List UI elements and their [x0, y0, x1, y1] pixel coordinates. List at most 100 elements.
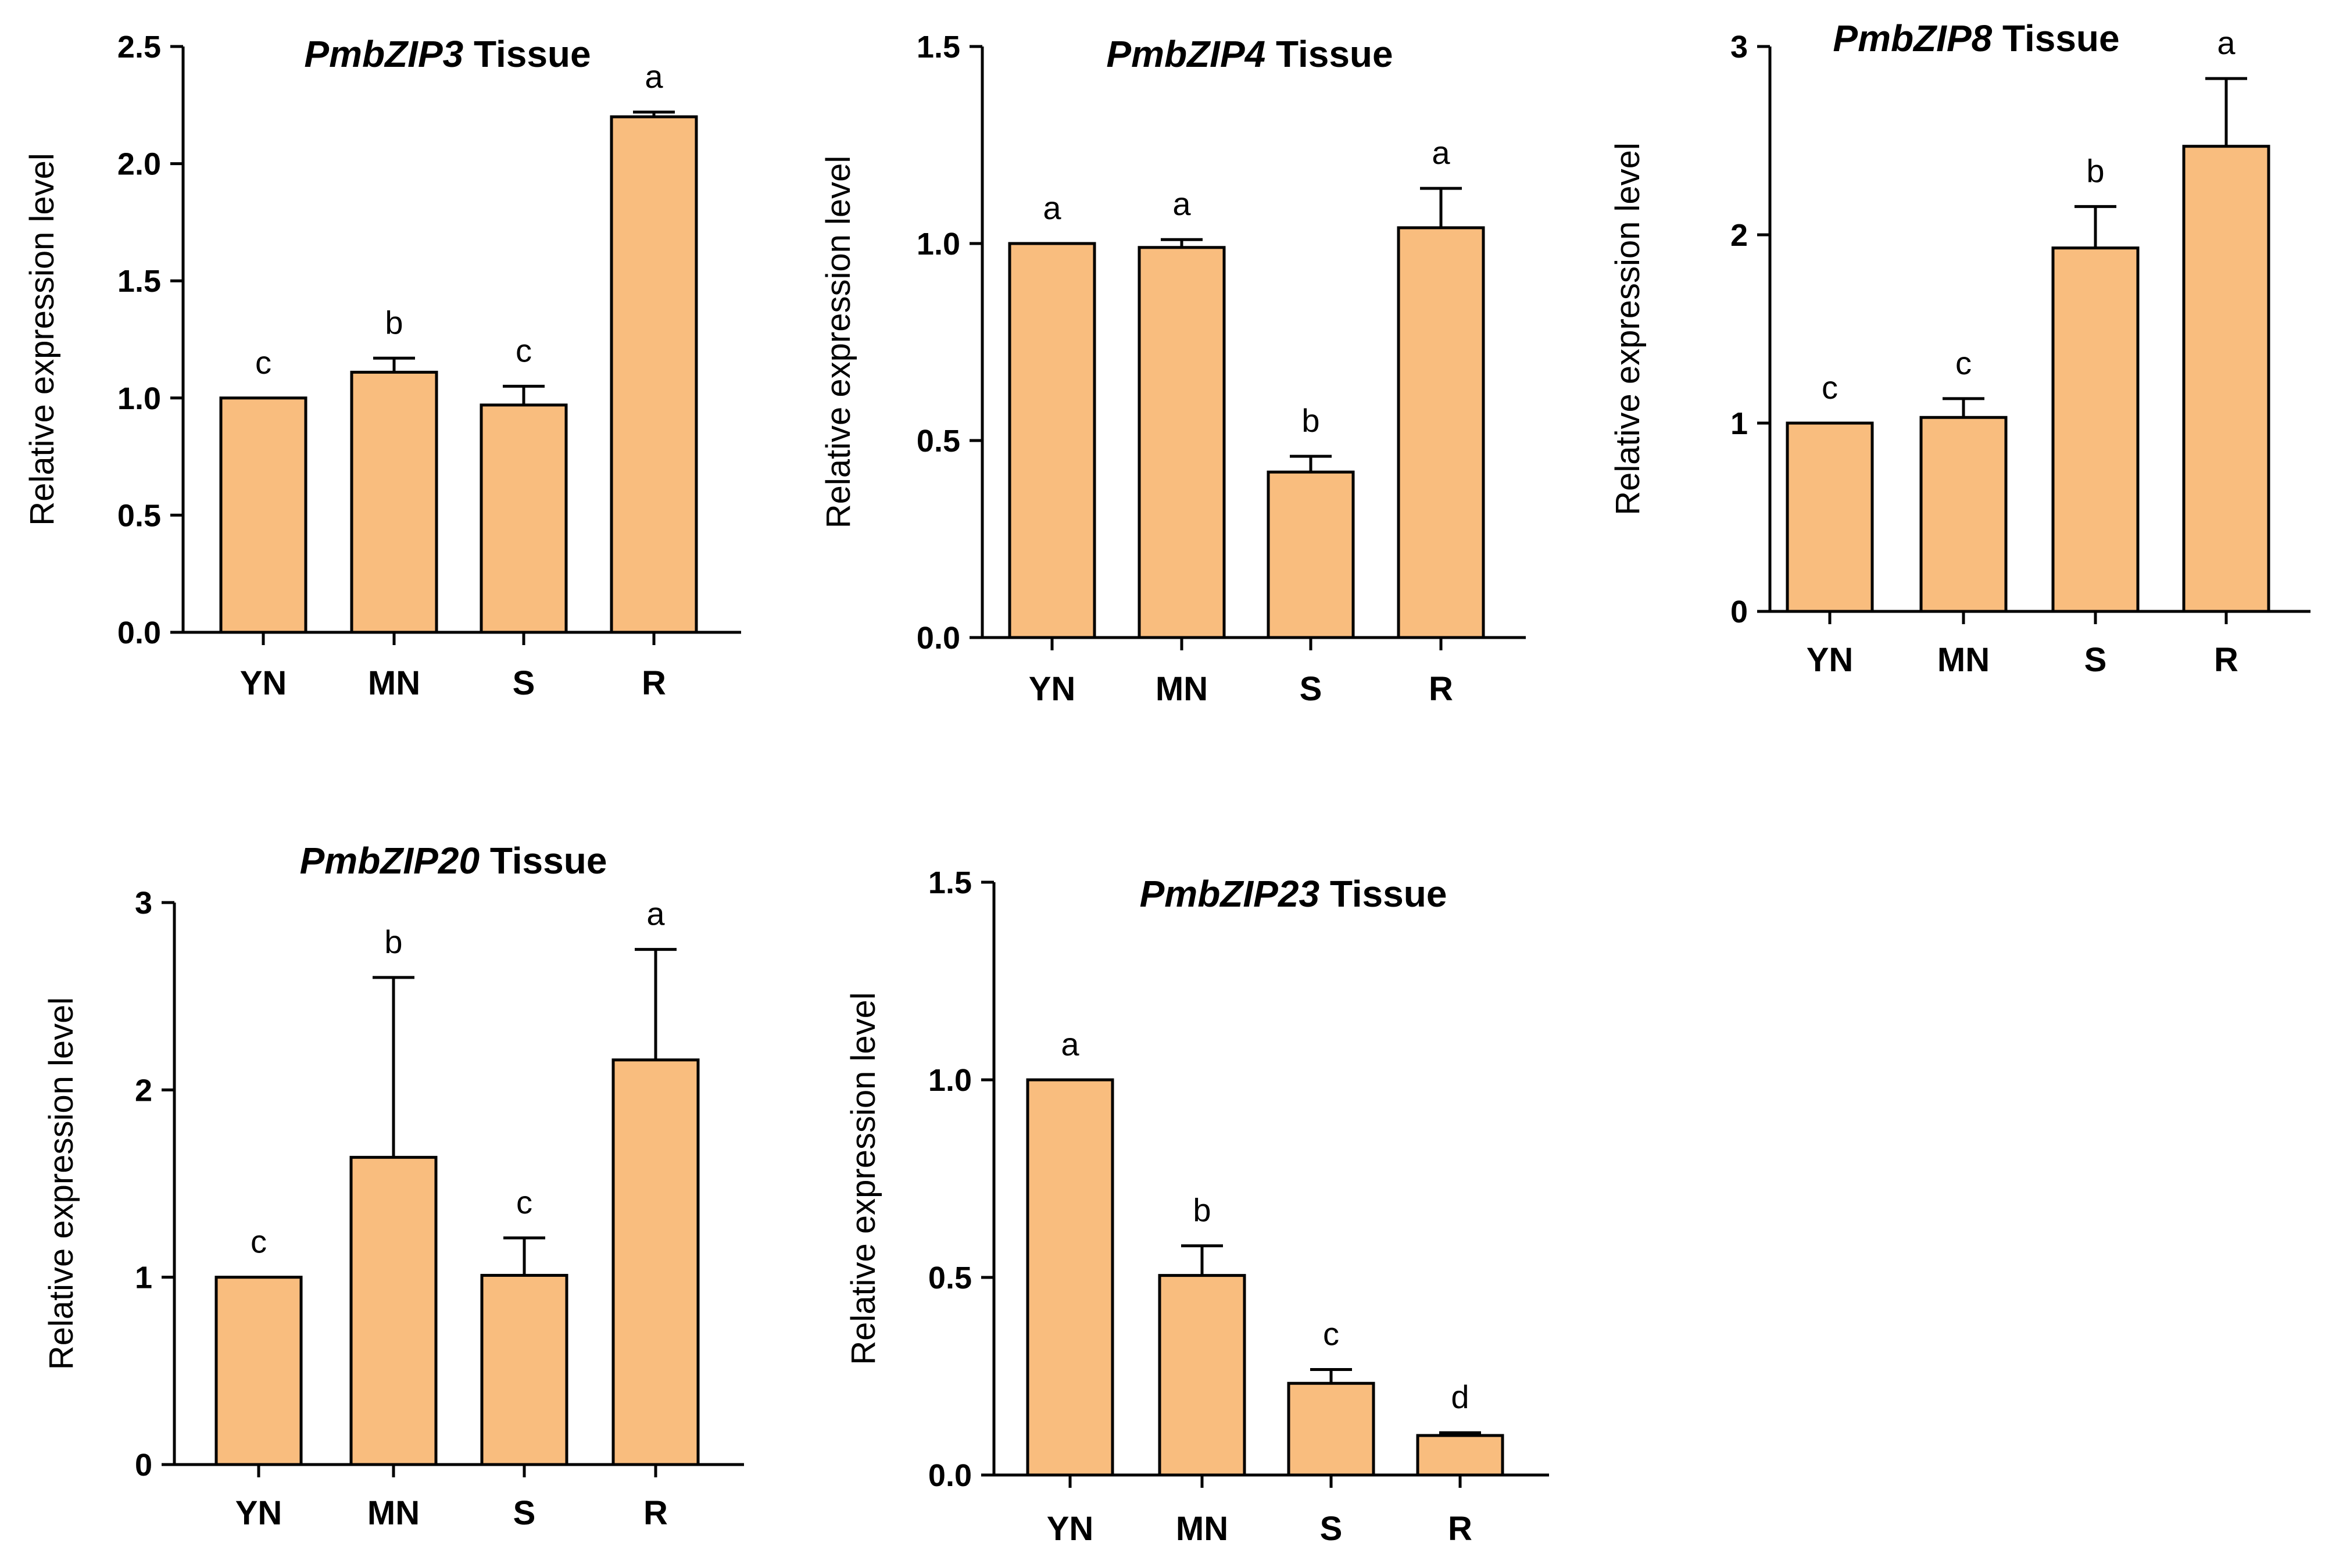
chart-panel-PmbZIP23: PmbZIP23 Tissue Relative expression level… — [845, 865, 1549, 1548]
x-tick-label: S — [513, 1494, 536, 1532]
significance-letter: a — [1172, 185, 1191, 222]
x-tick-label: S — [513, 664, 535, 702]
chart-panel-PmbZIP3: PmbZIP3 Tissue Relative expression level 0… — [23, 30, 741, 702]
chart-title-gene: PmbZIP20 — [300, 840, 480, 882]
y-tick-label: 0 — [1730, 595, 1748, 629]
chart-title-suffix: Tissue — [1992, 17, 2119, 59]
x-tick-label: YN — [1029, 670, 1076, 708]
x-tick-label: R — [1448, 1510, 1472, 1548]
y-tick-label: 3 — [135, 886, 152, 921]
bar-S — [1267, 470, 1355, 639]
chart-title: PmbZIP3 Tissue — [304, 33, 591, 75]
bar-R — [1416, 1434, 1504, 1477]
chart-title-suffix: Tissue — [463, 33, 591, 75]
x-tick-label: YN — [1807, 641, 1854, 679]
chart-title-gene: PmbZIP8 — [1833, 17, 1992, 59]
y-tick-label: 0.0 — [117, 615, 161, 650]
bar-YN — [1786, 421, 1874, 613]
y-tick-label: 1.0 — [917, 227, 960, 262]
significance-letter: b — [1301, 402, 1319, 439]
x-tick-label: MN — [368, 664, 420, 702]
y-tick-label: 2.0 — [117, 147, 161, 182]
significance-letter: a — [645, 58, 663, 95]
x-tick-label: S — [1320, 1510, 1343, 1548]
significance-letter: a — [646, 896, 665, 932]
y-axis-label: Relative expression level — [845, 992, 882, 1365]
chart-title-suffix: Tissue — [1265, 33, 1393, 75]
y-tick-label: 1.5 — [117, 264, 161, 299]
bar-YN — [1008, 242, 1096, 639]
y-tick-label: 1 — [135, 1261, 152, 1295]
x-tick-label: MN — [367, 1494, 420, 1532]
y-tick-label: 2 — [1730, 218, 1748, 253]
chart-title-gene: PmbZIP3 — [304, 33, 463, 75]
bar-S — [1287, 1381, 1375, 1477]
x-tick-label: MN — [1176, 1510, 1228, 1548]
y-axis-label: Relative expression level — [42, 997, 80, 1370]
x-tick-label: MN — [1156, 670, 1208, 708]
chart-title: PmbZIP23 Tissue — [1140, 873, 1447, 915]
y-tick-label: 2.5 — [117, 30, 161, 65]
chart-title-gene: PmbZIP4 — [1106, 33, 1265, 75]
bar-R — [1397, 226, 1485, 639]
y-tick-label: 0.0 — [917, 621, 960, 656]
significance-letter: c — [1822, 369, 1838, 406]
x-tick-label: R — [1429, 670, 1453, 708]
x-tick-label: YN — [235, 1494, 282, 1532]
chart-title: PmbZIP20 Tissue — [300, 840, 607, 882]
bar-MN — [1138, 246, 1226, 639]
chart-panel-PmbZIP20: PmbZIP20 Tissue Relative expression level… — [42, 840, 744, 1532]
x-tick-label: R — [2214, 641, 2238, 679]
x-tick-label: S — [1300, 670, 1322, 708]
significance-letter: c — [1323, 1315, 1339, 1352]
significance-letter: c — [516, 332, 532, 369]
y-tick-label: 0.5 — [917, 424, 960, 459]
chart-title-suffix: Tissue — [480, 840, 607, 882]
bar-MN — [349, 1155, 438, 1466]
x-tick-label: R — [643, 1494, 668, 1532]
x-tick-label: R — [642, 664, 666, 702]
significance-letter: a — [1432, 134, 1450, 171]
chart-title: PmbZIP4 Tissue — [1106, 33, 1393, 75]
chart-panel-PmbZIP8: PmbZIP8 Tissue Relative expression level 0… — [1609, 17, 2310, 679]
bar-MN — [350, 370, 438, 634]
y-tick-label: 0 — [135, 1448, 152, 1483]
chart-title: PmbZIP8 Tissue — [1833, 17, 2119, 59]
significance-letter: d — [1451, 1379, 1469, 1415]
bar-MN — [1158, 1274, 1246, 1477]
x-tick-label: S — [2084, 641, 2107, 679]
y-tick-label: 0.0 — [928, 1458, 972, 1493]
y-tick-label: 0.5 — [117, 498, 161, 533]
x-tick-label: YN — [240, 664, 287, 702]
y-tick-label: 1.0 — [928, 1063, 972, 1098]
significance-letter: c — [516, 1184, 532, 1220]
bar-S — [480, 1273, 568, 1466]
bar-YN — [214, 1276, 303, 1466]
significance-letter: b — [385, 304, 403, 341]
bar-R — [2182, 145, 2270, 613]
x-tick-label: YN — [1047, 1510, 1094, 1548]
significance-letter: b — [1193, 1192, 1211, 1229]
y-axis-label: Relative expression level — [23, 153, 61, 526]
y-tick-label: 1 — [1730, 406, 1748, 441]
y-tick-label: 1.0 — [117, 381, 161, 416]
y-tick-label: 1.5 — [917, 30, 960, 65]
bar-YN — [1026, 1078, 1114, 1477]
chart-panel-PmbZIP4: PmbZIP4 Tissue Relative expression level 0… — [820, 30, 1526, 708]
y-axis-label: Relative expression level — [820, 156, 857, 529]
significance-letter: c — [1955, 345, 1972, 381]
y-tick-label: 2 — [135, 1073, 152, 1108]
bar-R — [610, 115, 698, 634]
significance-letter: c — [255, 344, 271, 381]
y-tick-label: 1.5 — [928, 865, 972, 900]
significance-letter: c — [251, 1223, 267, 1260]
chart-title-suffix: Tissue — [1319, 873, 1447, 915]
x-tick-label: MN — [1937, 641, 1990, 679]
bar-R — [611, 1058, 700, 1466]
bar-S — [2051, 246, 2140, 613]
bar-YN — [219, 396, 307, 634]
bar-S — [480, 403, 568, 634]
y-tick-label: 0.5 — [928, 1261, 972, 1295]
significance-letter: a — [1061, 1026, 1079, 1062]
